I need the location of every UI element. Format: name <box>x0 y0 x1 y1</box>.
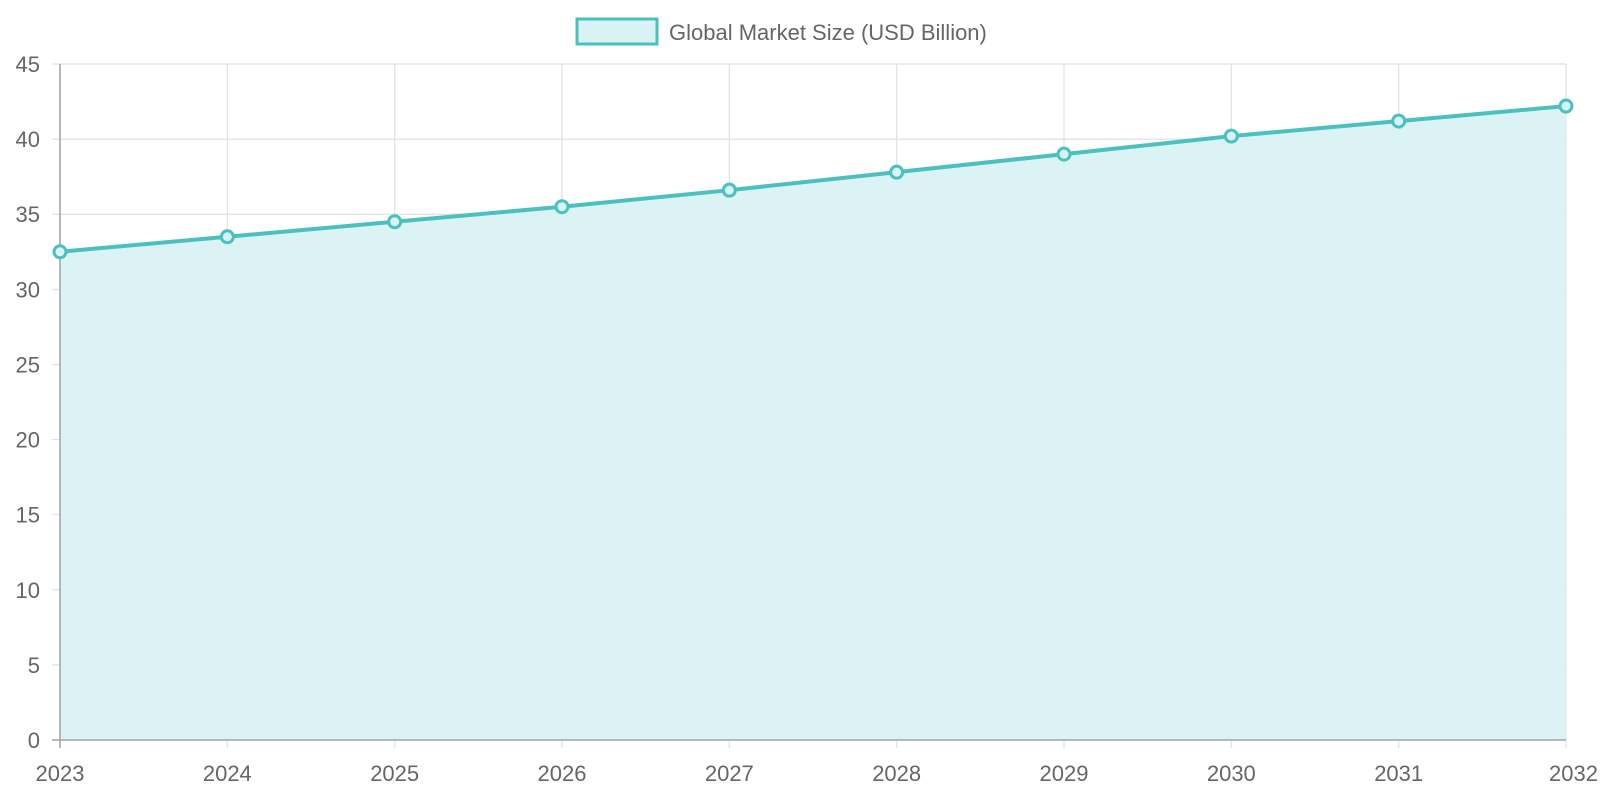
x-tick-label: 2032 <box>1549 761 1598 786</box>
legend[interactable]: Global Market Size (USD Billion) <box>575 17 987 46</box>
x-tick-label: 2031 <box>1374 761 1423 786</box>
data-point-2023[interactable] <box>52 244 68 260</box>
data-point-2027[interactable] <box>721 182 737 198</box>
y-axis-tick-labels: 0 5 10 15 20 25 30 35 40 45 <box>16 52 40 753</box>
y-tick-label: 15 <box>16 503 40 528</box>
data-point-2031[interactable] <box>1391 113 1407 129</box>
data-point-2024[interactable] <box>219 229 235 245</box>
x-tick-label: 2023 <box>36 761 85 786</box>
y-tick-label: 10 <box>16 578 40 603</box>
y-tick-label: 35 <box>16 202 40 227</box>
data-point-2028[interactable] <box>889 164 905 180</box>
data-point-2025[interactable] <box>387 214 403 230</box>
data-point-2032[interactable] <box>1558 98 1574 114</box>
data-point-2026[interactable] <box>554 199 570 215</box>
data-point-2029[interactable] <box>1056 146 1072 162</box>
axes <box>52 64 1566 748</box>
series-line <box>59 104 1567 254</box>
y-tick-label: 45 <box>16 52 40 77</box>
data-point-2030[interactable] <box>1223 128 1239 144</box>
area-fill <box>60 106 1566 740</box>
y-tick-label: 25 <box>16 352 40 377</box>
y-tick-label: 0 <box>28 728 40 753</box>
y-tick-label: 30 <box>16 277 40 302</box>
y-tick-label: 5 <box>28 653 40 678</box>
x-tick-label: 2024 <box>203 761 252 786</box>
x-tick-label: 2029 <box>1040 761 1089 786</box>
x-tick-label: 2025 <box>370 761 419 786</box>
legend-swatch[interactable] <box>575 17 659 46</box>
x-axis-tick-labels: 2023 2024 2025 2026 2027 2028 2029 2030 2031 2032 <box>36 761 1598 786</box>
x-tick-label: 2026 <box>538 761 587 786</box>
x-tick-label: 2027 <box>705 761 754 786</box>
x-tick-label: 2028 <box>872 761 921 786</box>
y-tick-label: 20 <box>16 428 40 453</box>
y-tick-label: 40 <box>16 127 40 152</box>
data-points <box>52 98 1574 260</box>
x-tick-label: 2030 <box>1207 761 1256 786</box>
legend-label[interactable]: Global Market Size (USD Billion) <box>669 20 987 45</box>
